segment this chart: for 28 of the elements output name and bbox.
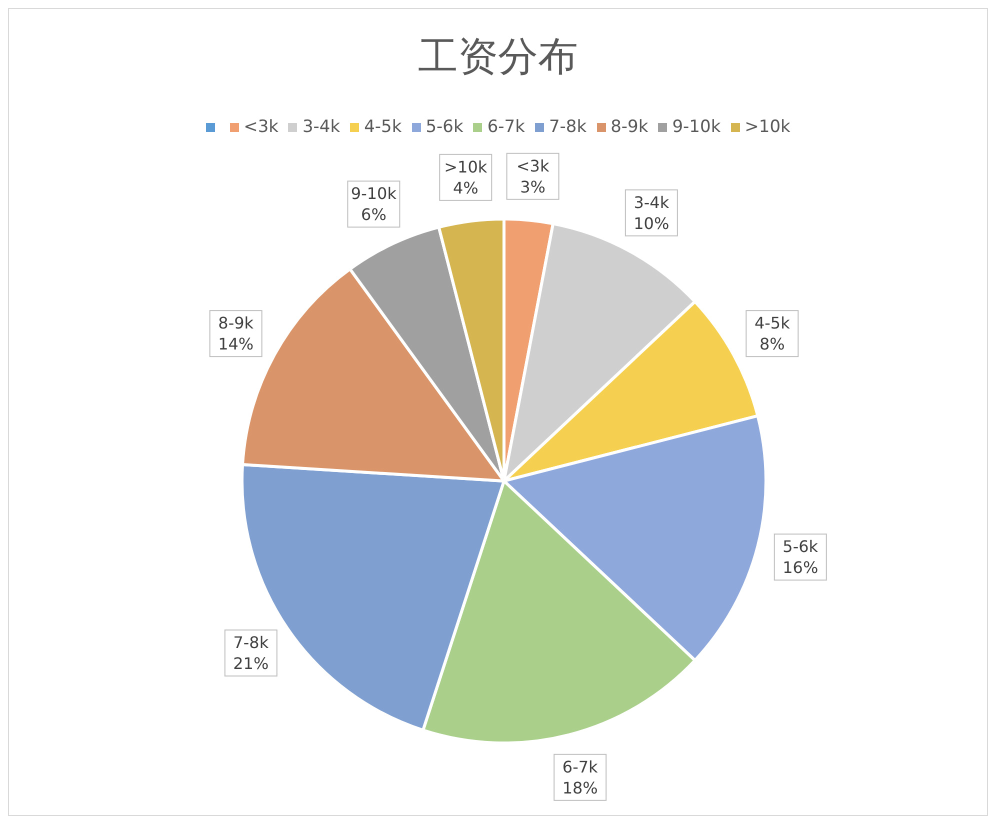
data-label: 16% <box>782 558 818 578</box>
data-label: 4% <box>452 178 478 198</box>
legend-label: 7-8k <box>548 117 587 137</box>
chart-title: 工资分布 <box>417 33 579 82</box>
slice-label: 5-6k <box>782 537 819 556</box>
data-label: 10% <box>634 214 670 233</box>
legend-label: 3-4k <box>302 117 340 137</box>
data-label: 14% <box>218 334 254 354</box>
legend-label: 4-5k <box>364 117 402 137</box>
data-label: 6% <box>361 205 386 224</box>
legend-label: <3k <box>244 117 278 137</box>
slice-label: 8-9k <box>218 314 254 333</box>
slice-label: 6-7k <box>562 757 599 776</box>
legend-label: 8-9k <box>610 117 648 137</box>
data-label: 3% <box>520 177 546 196</box>
legend-label: 5-6k <box>426 117 464 137</box>
slice-label: <3k <box>516 156 550 176</box>
data-label: 8% <box>759 334 785 354</box>
data-label: 18% <box>562 778 598 798</box>
slice-label: 7-8k <box>233 633 270 652</box>
legend-label: 6-7k <box>487 117 525 137</box>
slice-label: >10k <box>444 157 488 176</box>
legend-label: >10k <box>744 117 790 137</box>
slice-label: 3-4k <box>634 192 670 212</box>
slice-label: 9-10k <box>350 184 398 204</box>
data-label: 21% <box>233 654 269 673</box>
slice-label: 4-5k <box>754 314 791 333</box>
legend-label: 9-10k <box>672 117 721 137</box>
